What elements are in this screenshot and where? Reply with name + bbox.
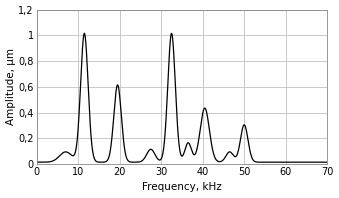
Y-axis label: Amplitude, μm: Amplitude, μm <box>5 48 16 125</box>
X-axis label: Frequency, kHz: Frequency, kHz <box>142 182 222 192</box>
